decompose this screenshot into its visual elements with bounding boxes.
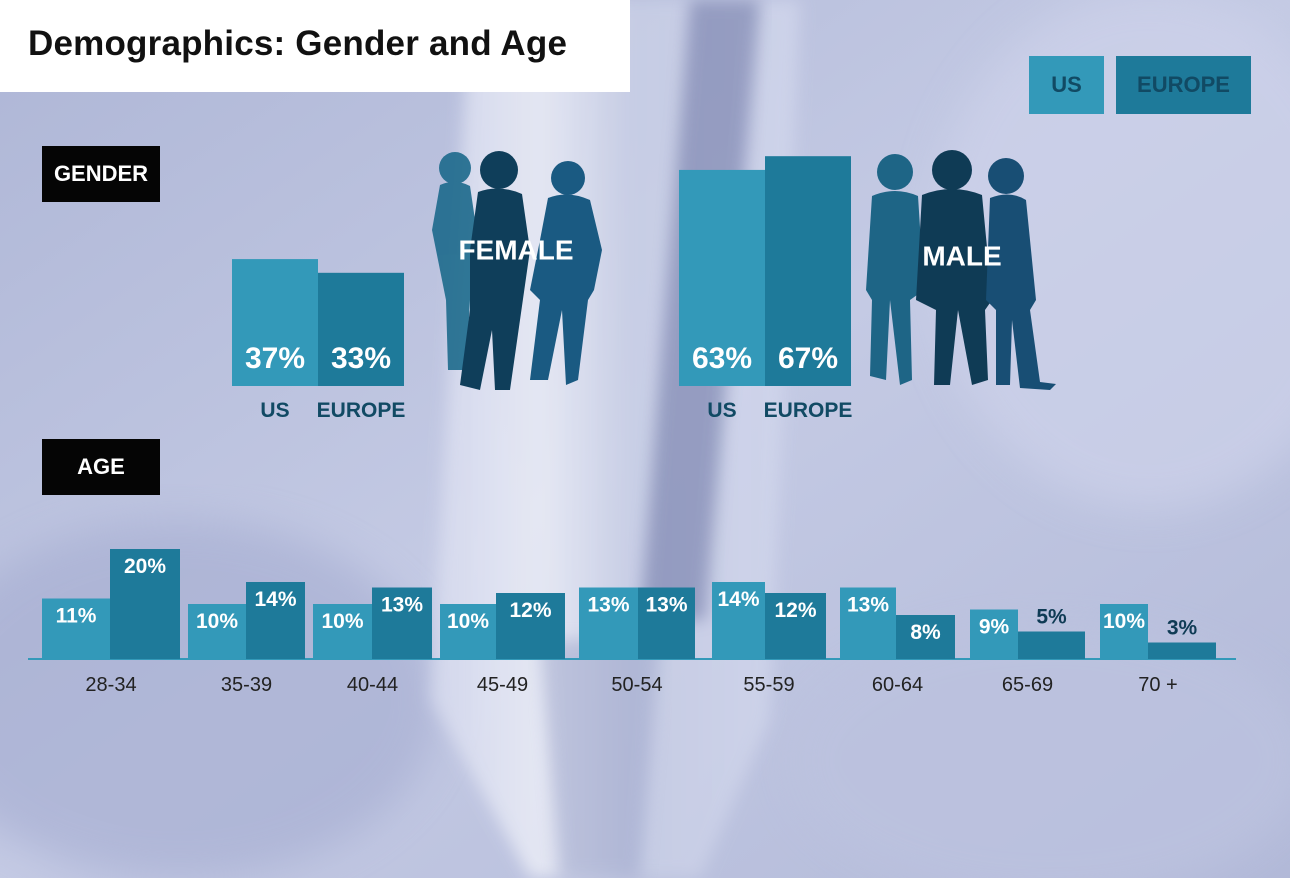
male-silhouettes-icon <box>866 150 1056 390</box>
age-category-label: 65-69 <box>1002 674 1053 696</box>
gender-bar-male-us <box>679 169 765 386</box>
gender-category-label: MALE <box>922 240 1001 271</box>
gender-bar-female-europe <box>318 272 404 386</box>
age-value-label: 13% <box>381 594 423 617</box>
gender-group-label: US <box>260 399 289 422</box>
age-value-label: 9% <box>979 616 1010 639</box>
gender-group-label: EUROPE <box>764 399 853 422</box>
gender-section-label: GENDER <box>53 161 149 186</box>
age-category-label: 55-59 <box>743 674 794 696</box>
legend-europe: EUROPE <box>1116 56 1251 114</box>
age-bar-6064-us <box>840 587 896 659</box>
age-bar-6569-europe <box>1018 631 1085 659</box>
age-bar-5054-europe <box>638 587 695 659</box>
gender-value-label: 63% <box>692 342 752 375</box>
age-bar-6064-europe <box>896 615 955 659</box>
female-silhouettes-icon <box>432 151 602 390</box>
age-value-label: 10% <box>196 610 238 633</box>
age-value-label: 12% <box>774 599 816 622</box>
gender-bar-female-us <box>232 259 318 386</box>
legend-europe-label: EUROPE <box>1137 72 1230 97</box>
gender-value-label: 33% <box>331 342 391 375</box>
gender-group-label: US <box>707 399 736 422</box>
legend-us-label: US <box>1051 72 1082 97</box>
age-bar-2834-europe <box>110 549 180 659</box>
age-bar-5559-europe <box>765 593 826 659</box>
age-value-label: 13% <box>847 594 889 617</box>
age-value-label: 13% <box>587 594 629 617</box>
age-section-label: AGE <box>77 454 125 479</box>
age-value-label: 11% <box>56 605 97 628</box>
age-bar-3539-europe <box>246 582 305 659</box>
age-category-label: 70 + <box>1138 674 1177 696</box>
age-value-label: 14% <box>717 588 759 611</box>
gender-bar-male-europe <box>765 156 851 386</box>
age-category-label: 28-34 <box>85 674 136 696</box>
age-bar-4044-us <box>313 604 372 659</box>
age-bar-70-us <box>1100 604 1148 659</box>
gender-category-label: FEMALE <box>458 234 573 265</box>
age-bar-2834-us <box>42 598 110 659</box>
age-value-label: 12% <box>509 599 551 622</box>
gender-section-tag: GENDER <box>42 146 160 202</box>
page-title: Demographics: Gender and Age <box>28 24 568 63</box>
age-value-label: 5% <box>1036 606 1067 629</box>
age-value-label: 10% <box>447 610 489 633</box>
age-value-label: 10% <box>321 610 363 633</box>
legend-us: US <box>1029 56 1104 114</box>
age-bar-6569-us <box>970 609 1018 659</box>
age-section-tag: AGE <box>42 439 160 495</box>
age-value-label: 14% <box>254 588 296 611</box>
age-bar-5054-us <box>579 587 638 659</box>
age-value-label: 8% <box>910 621 941 644</box>
age-category-label: 40-44 <box>347 674 398 696</box>
age-value-label: 10% <box>1103 610 1145 633</box>
age-bar-4549-us <box>440 604 496 659</box>
gender-group-label: EUROPE <box>317 399 406 422</box>
title-panel: Demographics: Gender and Age <box>0 0 630 92</box>
gender-value-label: 37% <box>245 342 305 375</box>
gender-value-label: 67% <box>778 342 838 375</box>
age-value-label: 13% <box>645 594 687 617</box>
age-category-label: 35-39 <box>221 674 272 696</box>
age-value-label: 20% <box>124 555 166 578</box>
age-bar-4044-europe <box>372 587 432 659</box>
age-value-label: 3% <box>1167 617 1198 640</box>
age-bar-4549-europe <box>496 593 565 659</box>
age-category-label: 60-64 <box>872 674 923 696</box>
age-bar-5559-us <box>712 582 765 659</box>
age-bar-3539-us <box>188 604 246 659</box>
age-category-label: 50-54 <box>611 674 662 696</box>
age-bar-70-europe <box>1148 642 1216 659</box>
age-category-label: 45-49 <box>477 674 528 696</box>
